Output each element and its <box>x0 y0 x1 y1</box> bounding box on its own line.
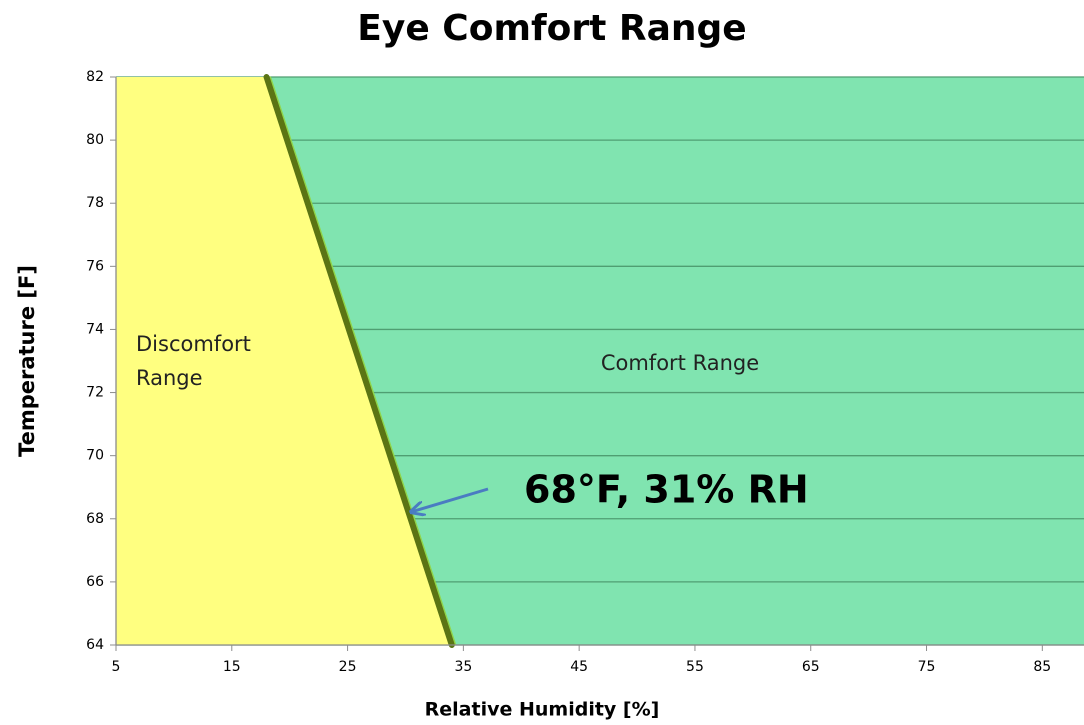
y-tick-label: 80 <box>86 132 104 148</box>
discomfort-label-line: Discomfort <box>136 332 251 356</box>
chart-title: Eye Comfort Range <box>357 8 746 49</box>
x-tick-label: 25 <box>339 659 357 675</box>
boundary-line <box>263 74 455 648</box>
x-tick-label: 15 <box>223 659 241 675</box>
annotation-arrow <box>411 487 489 512</box>
y-tick-label: 82 <box>86 69 104 85</box>
x-tick-label: 5 <box>112 659 121 675</box>
point-label: 68°F, 31% RH <box>524 468 809 512</box>
y-tick-label: 66 <box>86 574 104 590</box>
x-axis-label: Relative Humidity [%] <box>425 699 660 721</box>
discomfort-label: Discomfort Range <box>136 332 251 390</box>
y-tick-label: 64 <box>86 637 104 653</box>
y-tick-label: 78 <box>86 195 104 211</box>
discomfort-region <box>116 77 452 645</box>
y-axis-label: Temperature [F] <box>15 265 39 457</box>
x-tick-label: 45 <box>570 659 588 675</box>
x-tick-label: 65 <box>802 659 820 675</box>
discomfort-label-line: Range <box>136 366 203 390</box>
x-tick-label: 55 <box>686 659 704 675</box>
y-tick-label: 68 <box>86 511 104 527</box>
y-tick-label: 70 <box>86 448 104 464</box>
y-tick-label: 76 <box>86 258 104 274</box>
x-tick-label: 35 <box>454 659 472 675</box>
y-tick-label: 72 <box>86 385 104 401</box>
y-tick-label: 74 <box>86 321 104 337</box>
x-tick-label: 75 <box>918 659 936 675</box>
x-tick-label: 85 <box>1033 659 1051 675</box>
comfort-label: Comfort Range <box>601 351 759 375</box>
